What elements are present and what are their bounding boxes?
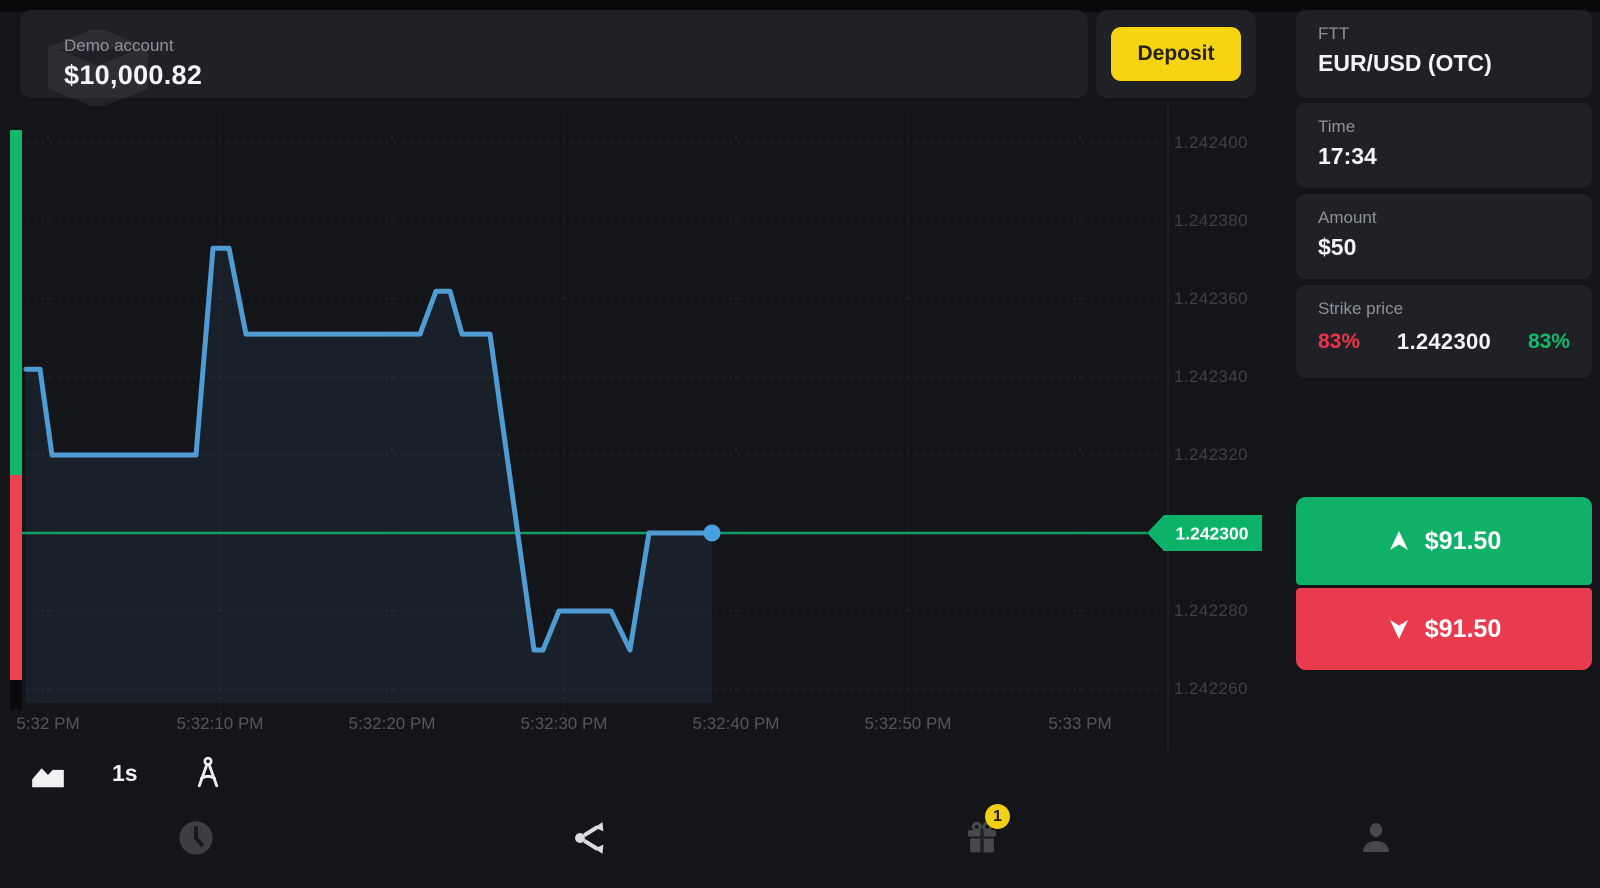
time-tick-label: 5:32:40 PM bbox=[692, 714, 780, 733]
area-fill bbox=[26, 248, 712, 704]
current-price-dot bbox=[703, 524, 721, 542]
strike-price-value: 1.242300 bbox=[1396, 329, 1492, 354]
chart-toolbar: 1s bbox=[0, 748, 230, 798]
gift-icon bbox=[968, 821, 996, 853]
compass-icon bbox=[197, 756, 218, 788]
arrow-down-icon bbox=[1389, 620, 1408, 639]
sentiment-bar-end bbox=[10, 680, 22, 710]
sell-payout: $91.50 bbox=[1424, 614, 1502, 643]
sentiment-bar-red bbox=[10, 475, 22, 680]
strike-label: Strike price bbox=[1318, 299, 1404, 318]
package-icon bbox=[48, 30, 148, 106]
time-value: 17:34 bbox=[1318, 143, 1377, 169]
area-chart-icon bbox=[32, 768, 64, 788]
asset-card[interactable]: FTT EUR/USD (OTC) bbox=[1296, 10, 1592, 98]
timeframe-button[interactable]: 1s bbox=[112, 760, 138, 787]
price-tick-label: 1.242360 bbox=[1173, 289, 1248, 308]
price-tick-label: 1.242380 bbox=[1173, 211, 1248, 230]
account-balance: $10,000.82 bbox=[64, 60, 203, 90]
strike-row: 83% 1.242300 83% bbox=[1318, 329, 1570, 355]
time-tick-label: 5:32:20 PM bbox=[348, 714, 436, 733]
buy-button[interactable]: $91.50 bbox=[1296, 497, 1592, 585]
expiration-time-card[interactable]: Time 17:34 bbox=[1296, 103, 1592, 188]
price-chart[interactable]: 1.242300 bbox=[0, 105, 1270, 750]
nav-gifts-button[interactable]: 1 bbox=[952, 804, 1012, 868]
nav-history-button[interactable] bbox=[166, 808, 226, 868]
time-label: Time bbox=[1318, 117, 1356, 136]
price-tick-label: 1.242340 bbox=[1173, 367, 1248, 386]
strike-up-percent: 83% bbox=[1527, 330, 1570, 353]
asset-name: EUR/USD (OTC) bbox=[1318, 50, 1492, 76]
price-tick-label: 1.242320 bbox=[1173, 445, 1248, 464]
timeframe-label: 1s bbox=[112, 759, 138, 786]
arrow-up-icon bbox=[1389, 531, 1408, 550]
deposit-button[interactable]: Deposit bbox=[1111, 27, 1241, 81]
deposit-card: Deposit bbox=[1096, 10, 1256, 98]
price-line bbox=[23, 245, 715, 653]
strike-price-card[interactable]: Strike price 83% 1.242300 83% bbox=[1296, 285, 1592, 378]
strike-price-tag bbox=[1147, 515, 1262, 551]
time-tick-label: 5:32:50 PM bbox=[864, 714, 952, 733]
top-strip bbox=[0, 0, 1600, 12]
time-tick-label: 5:32:30 PM bbox=[520, 714, 608, 733]
nav-profile-button[interactable] bbox=[1346, 808, 1406, 868]
nav-trades-button[interactable] bbox=[560, 808, 620, 868]
gift-badge: 1 bbox=[985, 804, 1010, 829]
time-tick-label: 5:32:10 PM bbox=[176, 714, 264, 733]
sell-button[interactable]: $91.50 bbox=[1296, 588, 1592, 670]
drawing-tools-button[interactable] bbox=[186, 751, 230, 795]
clock-icon bbox=[179, 821, 213, 855]
price-tick-label: 1.242400 bbox=[1173, 133, 1248, 152]
amount-card[interactable]: Amount $50 bbox=[1296, 194, 1592, 279]
amount-value: $50 bbox=[1318, 234, 1357, 260]
account-card[interactable]: Demo account $10,000.82 bbox=[20, 10, 1088, 106]
buy-payout: $91.50 bbox=[1424, 526, 1502, 555]
account-type-label: Demo account bbox=[64, 36, 174, 55]
strike-down-percent: 83% bbox=[1318, 330, 1361, 353]
person-icon bbox=[1362, 822, 1390, 852]
price-tick-label: 1.242260 bbox=[1173, 679, 1248, 698]
chart-canvas[interactable]: 1.242300 bbox=[0, 105, 1270, 750]
chart-type-button[interactable] bbox=[26, 751, 70, 795]
time-tick-label: 5:32 PM bbox=[16, 714, 80, 733]
asset-category-label: FTT bbox=[1318, 24, 1350, 43]
amount-label: Amount bbox=[1318, 208, 1377, 227]
time-tick-label: 5:33 PM bbox=[1048, 714, 1112, 733]
strike-tag-label: 1.242300 bbox=[1176, 524, 1249, 544]
price-tick-label: 1.242280 bbox=[1173, 601, 1248, 620]
bottom-nav: 1 bbox=[0, 802, 1600, 878]
diverging-arrows-icon bbox=[575, 822, 604, 854]
sentiment-bar-green bbox=[10, 130, 22, 475]
